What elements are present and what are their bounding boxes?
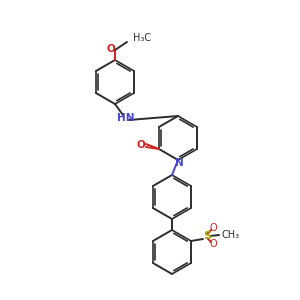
Text: H₃C: H₃C: [133, 33, 151, 43]
Text: CH₃: CH₃: [221, 230, 239, 240]
Text: S: S: [203, 231, 211, 241]
Text: O: O: [106, 44, 116, 54]
Text: N: N: [175, 158, 183, 168]
Text: O: O: [136, 140, 145, 150]
Text: O: O: [209, 239, 217, 249]
Text: HN: HN: [117, 113, 135, 123]
Text: O: O: [209, 223, 217, 233]
